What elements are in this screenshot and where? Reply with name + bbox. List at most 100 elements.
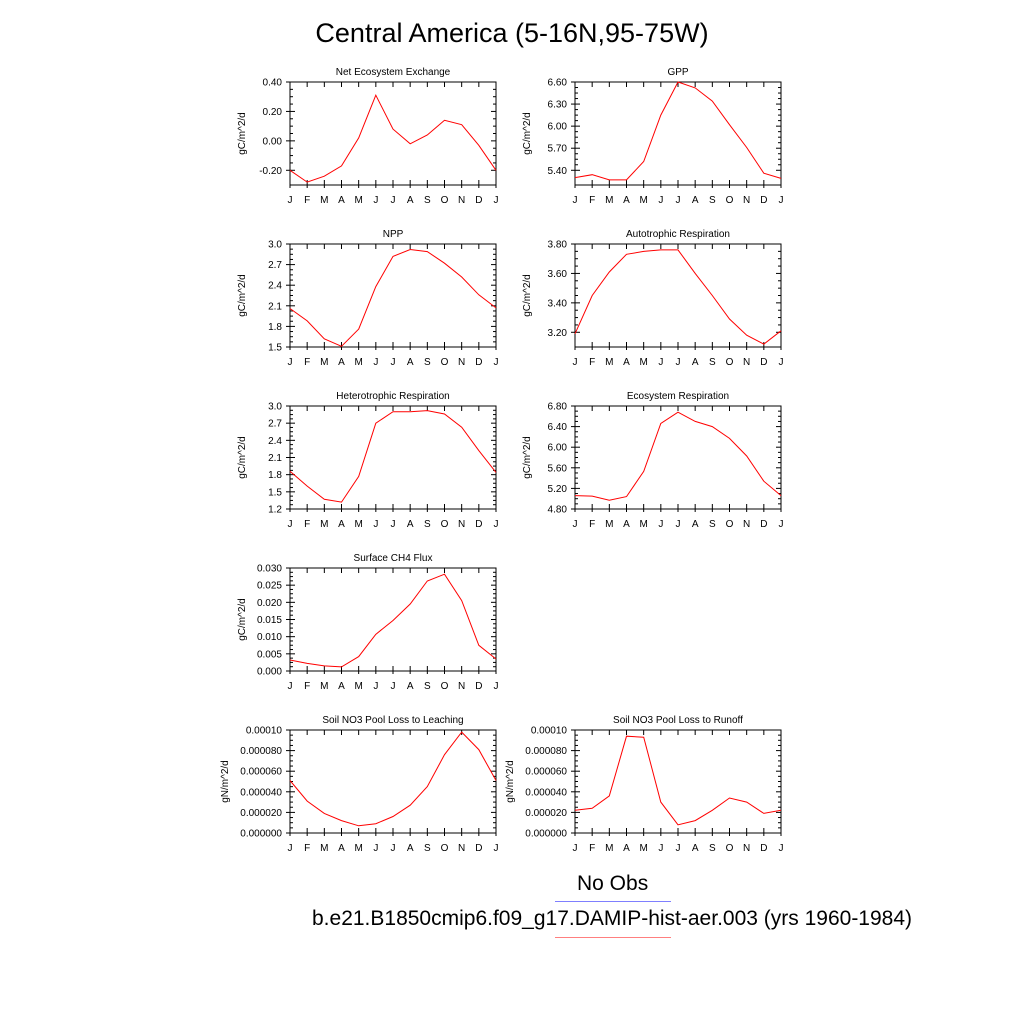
plot-frame	[289, 405, 497, 510]
x-tick-label: A	[623, 195, 630, 206]
chart-panel-1: J F M A M J J A S O N D J6.606.306.005.705.40GPPgC/m…	[522, 67, 784, 206]
y-axis-label: gC/m^2/d	[237, 274, 248, 317]
x-tick-label: M	[354, 843, 362, 854]
y-tick-label: 0.000040	[525, 787, 567, 798]
chart-panel-3: J F M A M J J A S O N D J3.803.603.403.20Autotrophic…	[522, 229, 784, 368]
x-tick-label: J	[676, 843, 681, 854]
legend-line-obs	[555, 901, 671, 902]
x-tick-label: M	[605, 519, 613, 530]
x-tick-label: M	[320, 519, 328, 530]
series-line	[289, 731, 497, 827]
x-tick-label: J	[494, 357, 499, 368]
x-tick-label: M	[605, 195, 613, 206]
series-line	[289, 573, 497, 668]
y-tick-label: 2.7	[268, 419, 282, 430]
x-tick-label: J	[391, 357, 396, 368]
y-tick-label: -0.20	[259, 166, 282, 177]
x-tick-label: F	[304, 357, 310, 368]
x-tick-label: M	[354, 681, 362, 692]
x-tick-label: F	[589, 843, 595, 854]
y-tick-label: 5.40	[548, 166, 568, 177]
y-tick-label: 6.60	[548, 78, 568, 89]
y-tick-label: 1.5	[268, 343, 282, 354]
x-tick-label: O	[726, 519, 734, 530]
series-line	[289, 248, 497, 347]
y-tick-label: 5.60	[548, 463, 568, 474]
x-tick-label: J	[779, 195, 784, 206]
y-tick-label: 6.40	[548, 422, 568, 433]
y-axis-label: gN/m^2/d	[505, 760, 516, 803]
x-tick-label: O	[441, 843, 449, 854]
x-tick-label: S	[424, 843, 431, 854]
x-tick-label: J	[494, 843, 499, 854]
y-tick-label: 0.015	[257, 615, 282, 626]
chart-panel-4: J F M A M J J A S O N D J3.02.72.42.11.81.51.2Hetero…	[237, 391, 499, 530]
y-axis-label: gC/m^2/d	[237, 598, 248, 641]
x-tick-label: F	[304, 681, 310, 692]
x-tick-label: J	[373, 357, 378, 368]
x-tick-label: A	[692, 843, 699, 854]
plot-frame	[289, 243, 497, 348]
y-axis-label: gC/m^2/d	[522, 274, 533, 317]
legend-label-obs: No Obs	[577, 872, 649, 895]
y-tick-label: 2.1	[268, 301, 282, 312]
y-tick-label: 0.00	[263, 136, 283, 147]
series-line	[289, 410, 497, 503]
y-tick-label: 3.0	[268, 402, 282, 413]
y-tick-label: 0.000000	[240, 829, 282, 840]
y-tick-label: 0.000	[257, 667, 282, 678]
chart-panel-7: J F M A M J J A S O N D J0.000100.0000800.0000600.00…	[220, 715, 499, 854]
x-tick-label: A	[338, 195, 345, 206]
y-tick-label: 5.70	[548, 144, 568, 155]
x-tick-label: S	[709, 357, 716, 368]
x-tick-label: D	[760, 195, 767, 206]
y-tick-label: 6.80	[548, 402, 568, 413]
x-tick-label: F	[589, 519, 595, 530]
y-tick-label: 0.00010	[246, 726, 283, 737]
y-tick-label: 0.000060	[525, 767, 567, 778]
x-tick-label: J	[658, 195, 663, 206]
x-tick-label: D	[475, 357, 482, 368]
y-tick-label: 0.000080	[525, 746, 567, 757]
x-tick-label: J	[391, 843, 396, 854]
x-tick-label: D	[475, 681, 482, 692]
x-tick-label: N	[458, 195, 465, 206]
y-tick-label: 3.80	[548, 240, 568, 251]
y-tick-label: 5.20	[548, 484, 568, 495]
x-tick-label: O	[726, 843, 734, 854]
x-tick-label: J	[288, 195, 293, 206]
y-tick-label: 1.5	[268, 487, 282, 498]
chart-title: Autotrophic Respiration	[626, 229, 730, 240]
x-tick-label: D	[475, 195, 482, 206]
x-tick-label: N	[458, 843, 465, 854]
legend-label-model: b.e21.B1850cmip6.f09_g17.DAMIP-hist-aer.…	[312, 907, 913, 930]
series-line	[574, 411, 782, 501]
plot-frame	[289, 567, 497, 672]
x-tick-label: J	[288, 843, 293, 854]
x-tick-label: F	[304, 843, 310, 854]
y-tick-label: 2.4	[268, 281, 282, 292]
series-line	[289, 93, 497, 183]
chart-panel-5: J F M A M J J A S O N D J6.806.406.005.605.204.80Eco…	[522, 391, 784, 530]
y-axis-label: gC/m^2/d	[237, 436, 248, 479]
y-tick-label: 6.00	[548, 122, 568, 133]
plot-frame	[574, 243, 782, 348]
x-tick-label: J	[373, 519, 378, 530]
y-tick-label: 0.000020	[240, 808, 282, 819]
plot-frame	[574, 729, 782, 834]
x-tick-label: F	[304, 195, 310, 206]
x-tick-label: J	[658, 357, 663, 368]
plot-frame	[289, 81, 497, 186]
x-tick-label: A	[692, 195, 699, 206]
x-tick-label: J	[373, 195, 378, 206]
x-tick-label: D	[475, 843, 482, 854]
x-tick-label: M	[639, 357, 647, 368]
x-tick-label: M	[320, 843, 328, 854]
x-tick-label: J	[779, 843, 784, 854]
x-tick-label: N	[458, 681, 465, 692]
chart-title: Heterotrophic Respiration	[336, 391, 449, 402]
x-tick-label: M	[605, 843, 613, 854]
x-tick-label: J	[288, 519, 293, 530]
